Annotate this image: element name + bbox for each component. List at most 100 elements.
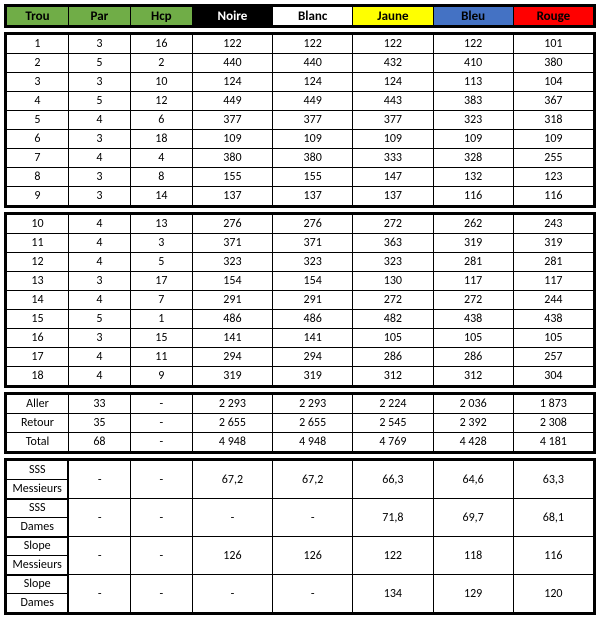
cell-jaune: 2 224 [353, 395, 433, 414]
cell-jaune: 147 [353, 168, 433, 187]
cell-par: 4 [68, 367, 130, 386]
header-jaune: Jaune [353, 7, 433, 26]
cell-trou: 13 [7, 272, 69, 291]
cell-jaune: 323 [353, 253, 433, 272]
cell-par: 3 [68, 187, 130, 206]
cell-rouge: 438 [513, 310, 593, 329]
cell-blanc: 486 [273, 310, 353, 329]
cell-hcp: 4 [130, 149, 192, 168]
hole-row: 546377377377323318 [7, 111, 594, 130]
cell-trou: 5 [7, 111, 69, 130]
cell-hcp: - [130, 499, 192, 537]
cell-bleu: 2 036 [433, 395, 513, 414]
cell-label: Retour [7, 414, 69, 433]
cell-blanc: 440 [273, 54, 353, 73]
cell-rouge: 257 [513, 348, 593, 367]
cell-blanc: 137 [273, 187, 353, 206]
cell-par: 3 [68, 329, 130, 348]
cell-bleu: 4 428 [433, 433, 513, 452]
cell-par: 3 [68, 130, 130, 149]
cell-par: 4 [68, 253, 130, 272]
cell-rouge: 68,1 [513, 499, 593, 537]
cell-bleu: 323 [433, 111, 513, 130]
cell-hcp: 12 [130, 92, 192, 111]
cell-jaune: 377 [353, 111, 433, 130]
cell-noire: 371 [192, 234, 272, 253]
hole-row: 16315141141105105105 [7, 329, 594, 348]
cell-jaune: 130 [353, 272, 433, 291]
cell-label: Aller [7, 395, 69, 414]
cell-bleu: 105 [433, 329, 513, 348]
hole-row: 17411294294286286257 [7, 348, 594, 367]
cell-noire: 486 [192, 310, 272, 329]
cell-jaune: 482 [353, 310, 433, 329]
cell-rouge: 120 [513, 575, 593, 613]
cell-blanc: 124 [273, 73, 353, 92]
cell-par: 4 [68, 291, 130, 310]
cell-label2: Dames [7, 518, 69, 537]
cell-blanc: 371 [273, 234, 353, 253]
cell-label2: Messieurs [7, 480, 69, 499]
cell-hcp: 14 [130, 187, 192, 206]
cell-noire: 319 [192, 367, 272, 386]
cell-hcp: 17 [130, 272, 192, 291]
cell-noire: 291 [192, 291, 272, 310]
cell-rouge: 281 [513, 253, 593, 272]
cell-par: 68 [68, 433, 130, 452]
cell-rouge: 116 [513, 187, 593, 206]
cell-blanc: 154 [273, 272, 353, 291]
cell-noire: 2 655 [192, 414, 272, 433]
cell-rouge: 117 [513, 272, 593, 291]
cell-hcp: 15 [130, 329, 192, 348]
cell-blanc: 4 948 [273, 433, 353, 452]
cell-blanc: 323 [273, 253, 353, 272]
cell-jaune: 124 [353, 73, 433, 92]
cell-noire: 2 293 [192, 395, 272, 414]
hole-row: 1143371371363319319 [7, 234, 594, 253]
back-nine-group: 1041327627627226224311433713713633193191… [4, 212, 596, 388]
cell-rouge: 2 308 [513, 414, 593, 433]
total-row: Total68-4 9484 9484 7694 4284 181 [7, 433, 594, 452]
cell-noire: 137 [192, 187, 272, 206]
cell-hcp: 16 [130, 35, 192, 54]
cell-label1: SSS [7, 499, 69, 518]
cell-trou: 3 [7, 73, 69, 92]
cell-hcp: - [130, 414, 192, 433]
cell-hcp: - [130, 395, 192, 414]
hole-row: 10413276276272262243 [7, 215, 594, 234]
cell-blanc: - [273, 499, 353, 537]
cell-bleu: 272 [433, 291, 513, 310]
cell-trou: 14 [7, 291, 69, 310]
cell-bleu: 281 [433, 253, 513, 272]
cell-jaune: 105 [353, 329, 433, 348]
cell-blanc: 155 [273, 168, 353, 187]
header-par: Par [68, 7, 130, 26]
cell-bleu: 410 [433, 54, 513, 73]
cell-bleu: 129 [433, 575, 513, 613]
cell-trou: 7 [7, 149, 69, 168]
cell-trou: 15 [7, 310, 69, 329]
cell-par: 35 [68, 414, 130, 433]
hole-row: 838155155147132123 [7, 168, 594, 187]
cell-noire: 155 [192, 168, 272, 187]
cell-noire: 141 [192, 329, 272, 348]
cell-noire: 154 [192, 272, 272, 291]
cell-hcp: 18 [130, 130, 192, 149]
cell-bleu: 2 392 [433, 414, 513, 433]
cell-rouge: 1 873 [513, 395, 593, 414]
cell-bleu: 109 [433, 130, 513, 149]
cell-noire: - [192, 575, 272, 613]
cell-jaune: 2 545 [353, 414, 433, 433]
ratings-group: SSS--67,267,266,364,663,3MessieursSSS---… [4, 458, 596, 615]
cell-jaune: 272 [353, 291, 433, 310]
cell-noire: 124 [192, 73, 272, 92]
cell-par: - [68, 575, 130, 613]
cell-label2: Messieurs [7, 556, 69, 575]
cell-label1: Slope [7, 537, 69, 556]
cell-trou: 11 [7, 234, 69, 253]
cell-blanc: 141 [273, 329, 353, 348]
cell-rouge: 244 [513, 291, 593, 310]
front-nine-table: 1316122122122122101252440440432410380331… [6, 34, 594, 206]
cell-par: 3 [68, 168, 130, 187]
cell-rouge: 105 [513, 329, 593, 348]
